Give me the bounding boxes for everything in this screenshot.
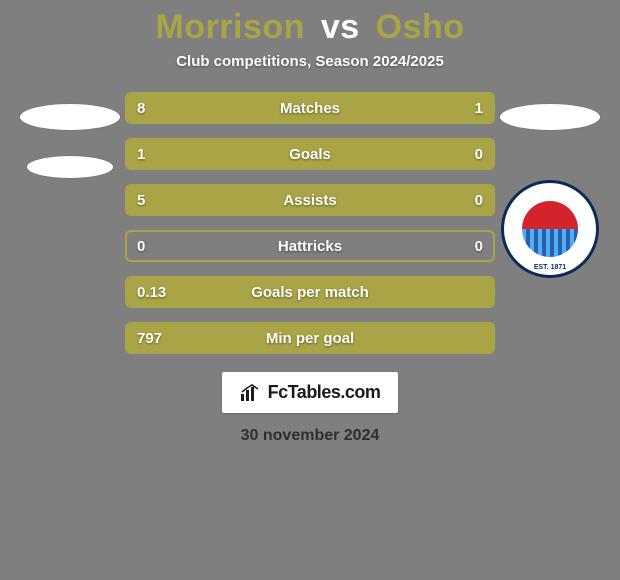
subtitle: Club competitions, Season 2024/2025 (176, 53, 444, 70)
comparison-card: Morrison vs Osho Club competitions, Seas… (0, 0, 620, 580)
page-title: Morrison vs Osho (155, 8, 464, 47)
stat-fill-left (127, 94, 398, 122)
stat-value-left: 5 (137, 192, 145, 209)
stat-fill-left (127, 324, 493, 352)
stat-value-right: 0 (475, 192, 483, 209)
stat-value-right: 1 (475, 100, 483, 117)
stat-row: Matches81 (125, 92, 495, 124)
club-badge-est: EST. 1871 (504, 183, 596, 275)
stats-arena: Matches81Goals10Assists50Hattricks00Goal… (0, 92, 620, 354)
stat-row: Assists50 (125, 184, 495, 216)
stat-value-left: 1 (137, 146, 145, 163)
club-badge-reading: EST. 1871 (501, 180, 599, 278)
stat-label: Hattricks (127, 238, 493, 255)
stat-row: Hattricks0 0 (125, 230, 495, 262)
stat-value-left: 0.13 (137, 284, 166, 301)
branding-text: FcTables.com (268, 382, 381, 403)
branding-badge[interactable]: FcTables.com (222, 372, 399, 413)
stat-row: Goals10 (125, 138, 495, 170)
player1-name: Morrison (155, 8, 304, 46)
stat-fill-left (127, 140, 493, 168)
stat-row: Goals per match0.13 (125, 276, 495, 308)
date-line: 30 november 2024 (241, 427, 380, 445)
left-club-placeholder-2 (27, 156, 113, 178)
right-side-column: EST. 1871 (495, 92, 605, 278)
stat-row: Min per goal797 (125, 322, 495, 354)
vs-label: vs (321, 8, 360, 46)
left-club-placeholder-1 (20, 104, 120, 130)
player2-name: Osho (376, 8, 465, 46)
stat-value-left: 0 (137, 238, 145, 255)
stat-fill-left (127, 186, 493, 214)
branding-chart-icon (240, 384, 262, 402)
stat-value-left: 8 (137, 100, 145, 117)
right-club-placeholder-1 (500, 104, 600, 130)
stat-value-right: 0 (475, 146, 483, 163)
stat-value-left: 797 (137, 330, 162, 347)
stat-value-right: 0 (475, 238, 483, 255)
stat-fill-left (127, 278, 493, 306)
left-side-column (15, 92, 125, 178)
stat-bars: Matches81Goals10Assists50Hattricks00Goal… (125, 92, 495, 354)
